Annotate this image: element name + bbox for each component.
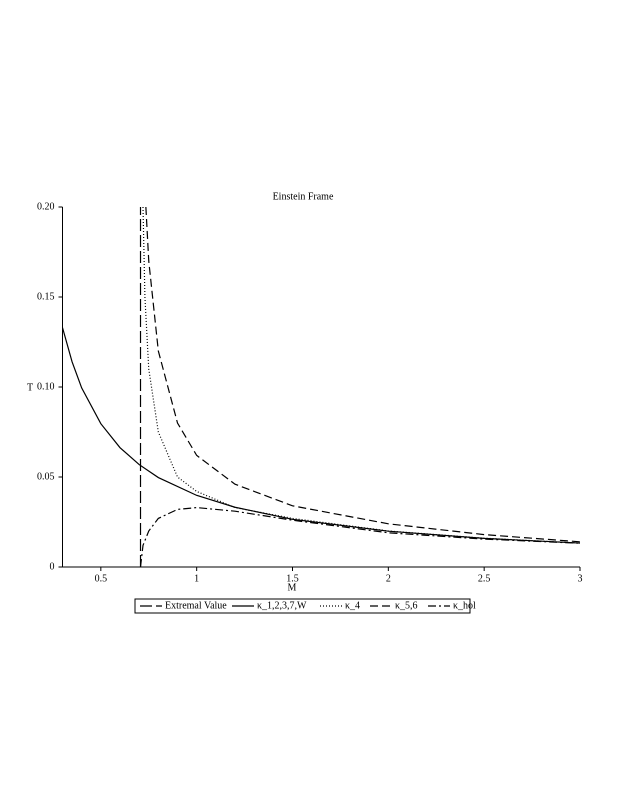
series-line	[139, 506, 581, 568]
y-tick-label: 0.20	[37, 201, 55, 212]
x-tick-label: 0.5	[95, 573, 108, 584]
y-tick-label: 0.10	[37, 381, 55, 392]
y-axis-label: T	[27, 382, 33, 393]
series-line	[145, 206, 581, 543]
chart-title: Einstein Frame	[273, 191, 334, 202]
legend-label: κ_5,6	[395, 600, 418, 611]
y-tick-label: 0.05	[37, 471, 55, 482]
x-tick-label: 2.5	[478, 573, 491, 584]
y-tick-label: 0.15	[37, 291, 55, 302]
y-tick-label: 0	[50, 561, 55, 572]
x-tick-label: 1	[194, 573, 199, 584]
legend-label: Extremal Value	[165, 600, 227, 611]
series-line	[142, 206, 581, 544]
legend-box	[134, 598, 471, 614]
x-axis-label: M	[288, 582, 297, 593]
x-tick-label: 1.5	[286, 573, 299, 584]
legend-label: κ_hol	[453, 600, 476, 611]
x-tick-label: 2	[386, 573, 391, 584]
legend-label: κ_4	[345, 600, 360, 611]
legend-label: κ_1,2,3,7,W	[257, 600, 307, 611]
x-tick-label: 3	[578, 573, 583, 584]
